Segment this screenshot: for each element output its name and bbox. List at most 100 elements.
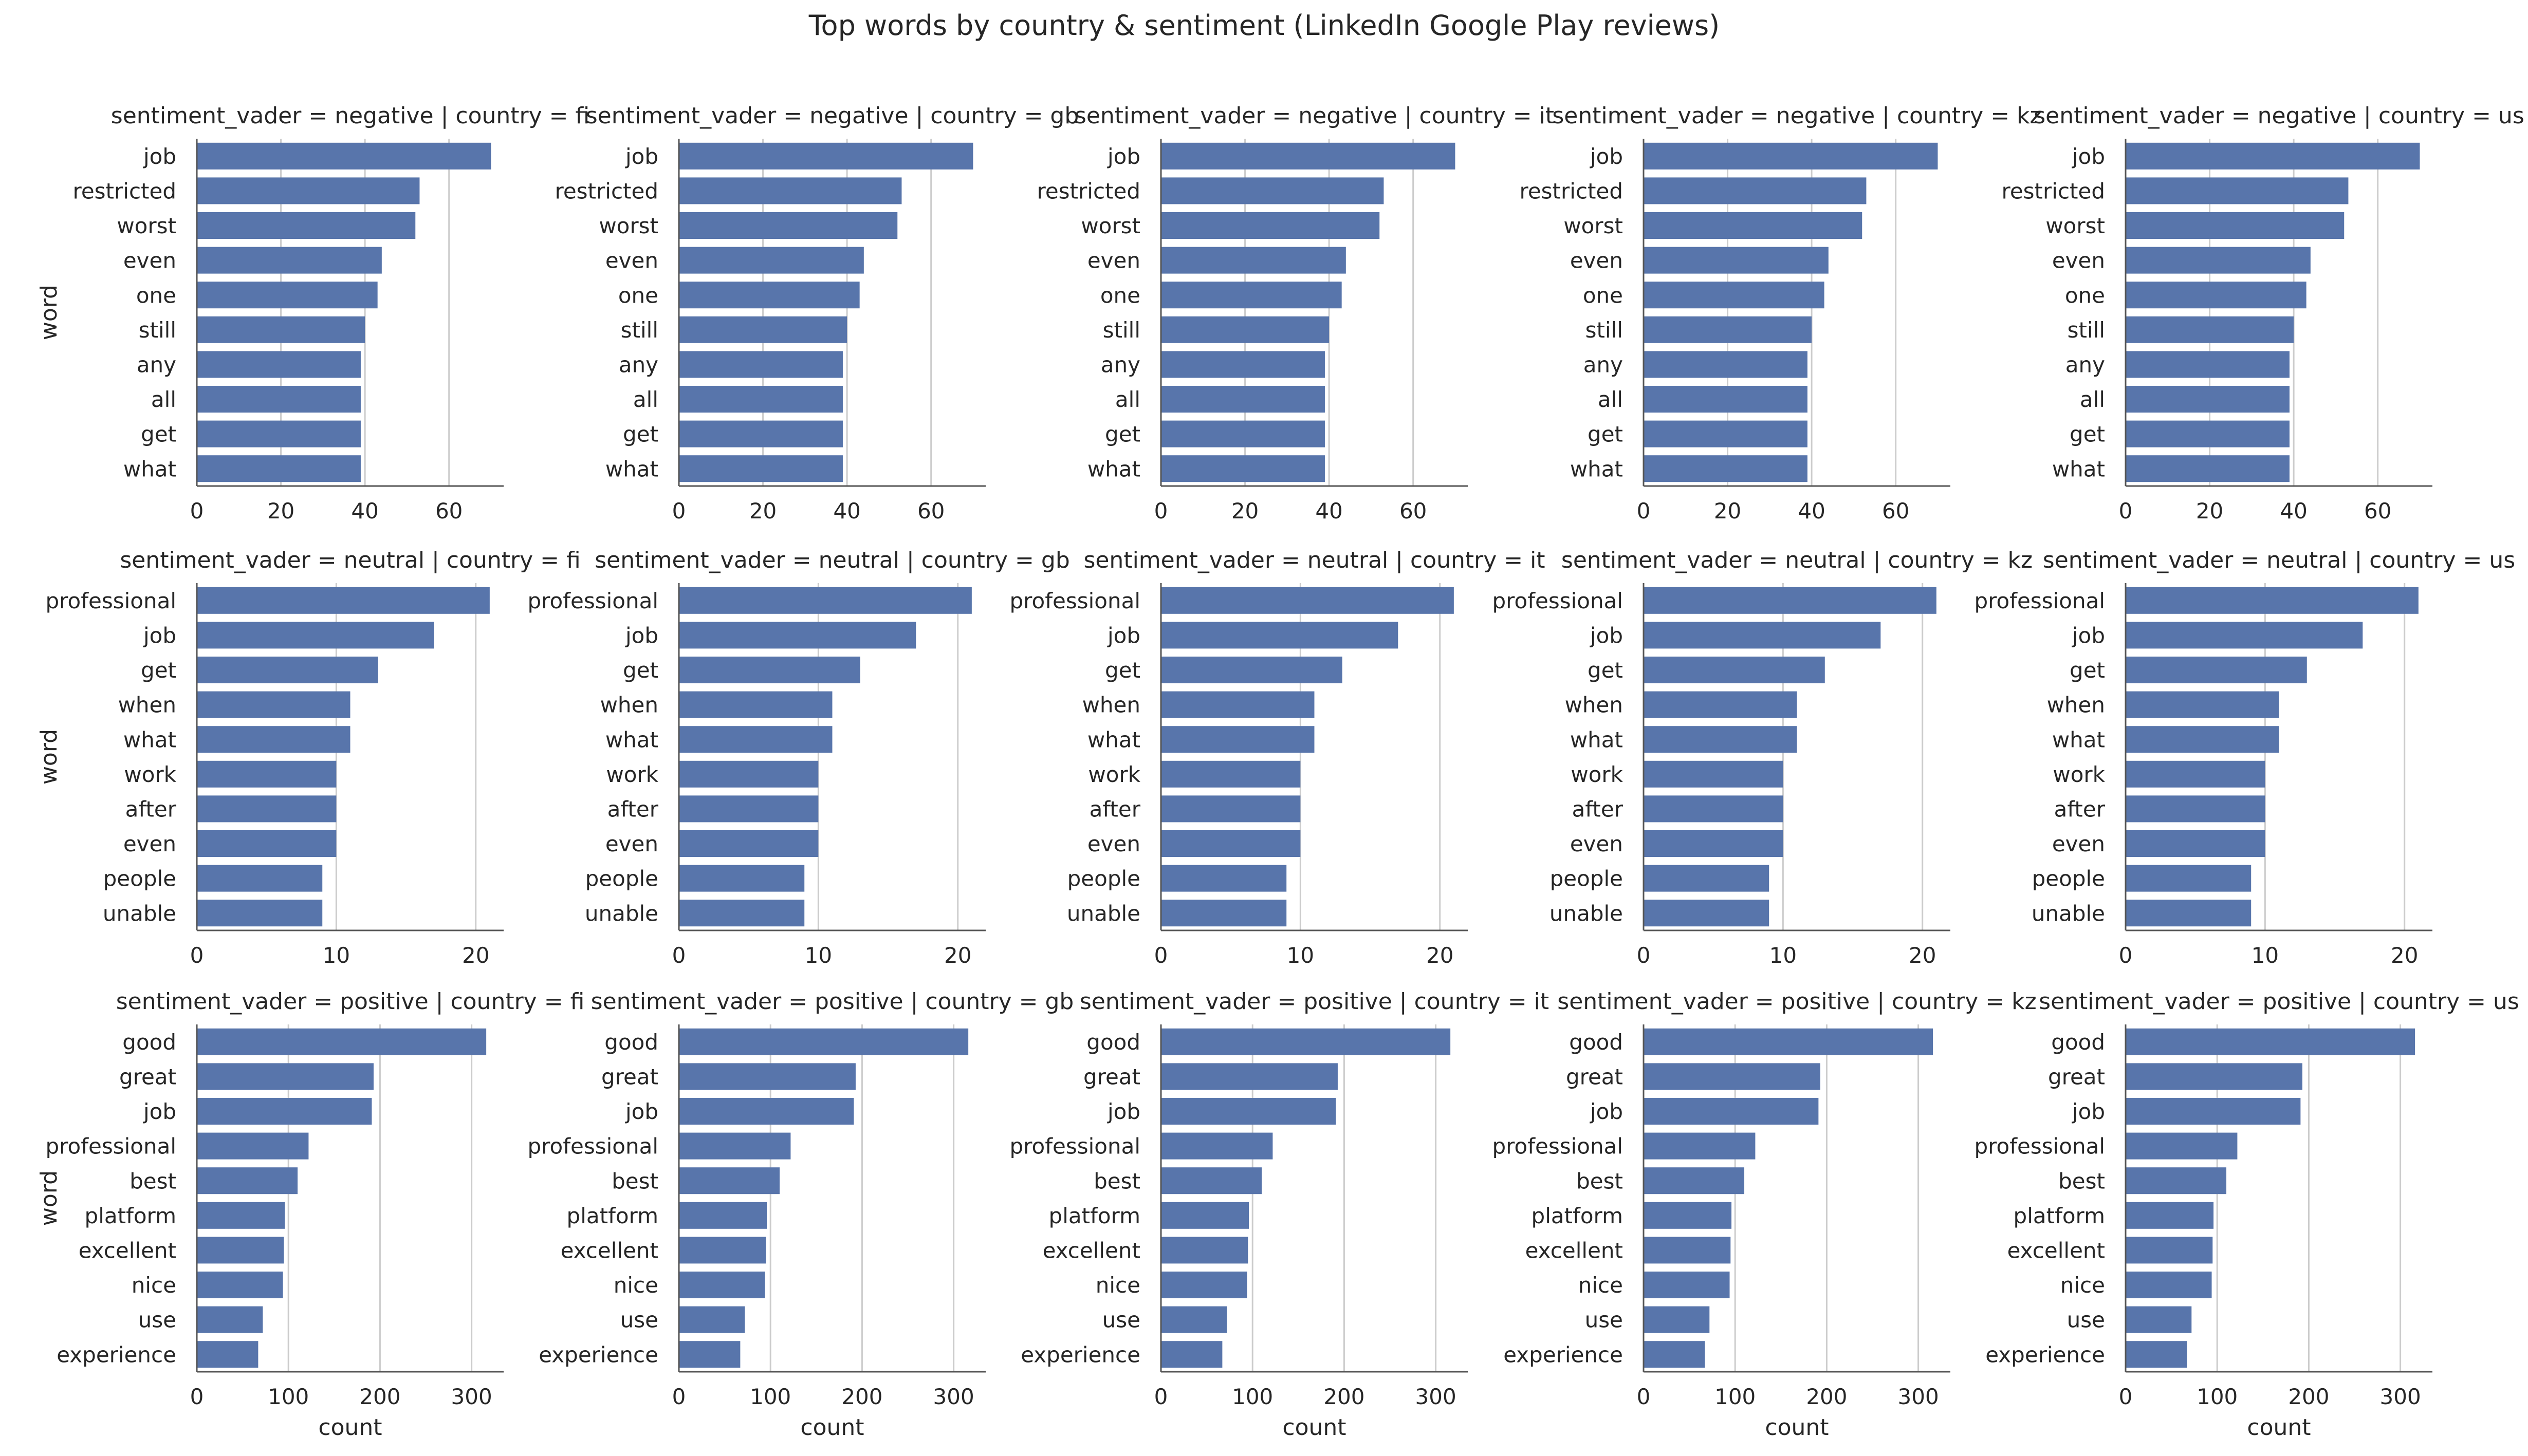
y-tick-label: even (2052, 831, 2105, 856)
bar (679, 1237, 766, 1264)
bar (679, 1028, 969, 1055)
bar (679, 177, 902, 204)
y-tick-label: what (1087, 456, 1140, 481)
y-tick-label: worst (1563, 213, 1623, 238)
bar (197, 657, 378, 683)
y-tick-label: good (122, 1030, 176, 1055)
x-tick-label: 200 (2288, 1384, 2329, 1409)
bar (1644, 386, 1807, 413)
y-tick-label: use (1102, 1308, 1140, 1333)
bar (197, 587, 490, 614)
bar (2126, 247, 2311, 274)
x-tick-label: 0 (190, 1384, 204, 1409)
y-tick-label: all (1598, 387, 1623, 412)
bar (1161, 587, 1454, 614)
bar (1644, 587, 1936, 614)
x-tick-label: 0 (672, 498, 686, 524)
x-tick-label: 40 (351, 498, 378, 524)
y-tick-label: what (1087, 727, 1140, 752)
x-tick-label: 10 (1287, 943, 1314, 968)
bar (197, 865, 323, 892)
y-tick-label: unable (1549, 901, 1623, 926)
y-tick-label: good (604, 1030, 658, 1055)
y-tick-label: job (143, 1099, 176, 1124)
x-tick-label: 200 (841, 1384, 882, 1409)
y-tick-label: job (1107, 1099, 1140, 1124)
bar (1161, 1167, 1262, 1194)
facet-panel: job restricted worst even one still any all get w… (555, 103, 1079, 524)
bar (197, 455, 361, 482)
y-axis-label: word (36, 729, 62, 785)
bar (1644, 865, 1769, 892)
x-tick-label: 0 (672, 943, 686, 968)
bar (2126, 1202, 2214, 1229)
y-tick-label: what (2052, 727, 2105, 752)
x-tick-label: 200 (1806, 1384, 1847, 1409)
facet-panel: professional job get when what work after even p… (1492, 547, 2033, 968)
facet-title: sentiment_vader = negative | country = i… (1075, 103, 1554, 129)
y-tick-label: people (103, 866, 176, 891)
bar (679, 1132, 791, 1160)
bar (679, 900, 805, 927)
bar (1644, 1272, 1730, 1298)
y-tick-label: even (1087, 831, 1140, 856)
x-tick-label: 100 (1714, 1384, 1756, 1409)
y-tick-label: get (2070, 658, 2105, 683)
bar (197, 830, 337, 857)
bar (2126, 830, 2265, 857)
x-tick-label: 100 (268, 1384, 309, 1409)
y-tick-label: professional (46, 588, 176, 613)
bar (679, 1063, 856, 1090)
y-tick-label: all (2080, 387, 2105, 412)
bar (679, 865, 805, 892)
y-axis-label: word (36, 285, 62, 340)
y-tick-label: best (2058, 1168, 2105, 1193)
y-tick-label: great (1083, 1065, 1140, 1090)
y-tick-label: even (1087, 248, 1140, 273)
y-tick-label: when (118, 693, 176, 718)
facet-title: sentiment_vader = positive | country = u… (2039, 988, 2519, 1015)
y-tick-label: one (2065, 283, 2105, 308)
bar (2126, 622, 2363, 649)
y-tick-label: job (2072, 623, 2105, 648)
x-tick-label: 100 (2197, 1384, 2238, 1409)
bar (2126, 1237, 2213, 1264)
bar (1644, 1306, 1710, 1333)
x-tick-label: 100 (1232, 1384, 1273, 1409)
bar (1644, 212, 1862, 239)
x-tick-label: 60 (917, 498, 945, 524)
bar (2126, 1341, 2187, 1368)
y-tick-label: use (620, 1308, 658, 1333)
x-tick-label: 20 (749, 498, 777, 524)
bar (1161, 455, 1325, 482)
bar (1644, 247, 1829, 274)
y-tick-label: professional (1010, 588, 1140, 613)
x-tick-label: 20 (1231, 498, 1259, 524)
y-tick-label: after (607, 797, 659, 822)
y-tick-label: professional (1975, 588, 2105, 613)
y-tick-label: great (601, 1065, 658, 1090)
x-tick-label: 20 (267, 498, 294, 524)
y-tick-label: get (623, 422, 658, 447)
facet-panel: good great job professional best platform exce… (1975, 988, 2519, 1441)
y-tick-label: people (1550, 866, 1623, 891)
x-tick-label: 100 (750, 1384, 791, 1409)
x-axis-label: count (1282, 1414, 1346, 1441)
bar (197, 351, 361, 378)
bar (1644, 900, 1769, 927)
bar (1644, 177, 1867, 204)
bar (2126, 795, 2265, 823)
bar (1644, 142, 1938, 170)
facet-panel: good great job professional best platform exce… (1010, 988, 1549, 1441)
bar (1644, 1098, 1819, 1125)
y-tick-label: nice (1096, 1273, 1140, 1298)
bar (197, 691, 350, 718)
y-tick-label: best (130, 1168, 176, 1193)
y-tick-label: restricted (2001, 179, 2105, 204)
bar (2126, 142, 2420, 170)
y-tick-label: job (625, 1099, 658, 1124)
bar (679, 142, 973, 170)
y-tick-label: good (1086, 1030, 1140, 1055)
facet-title: sentiment_vader = positive | country = f… (116, 988, 585, 1015)
y-tick-label: worst (599, 213, 658, 238)
